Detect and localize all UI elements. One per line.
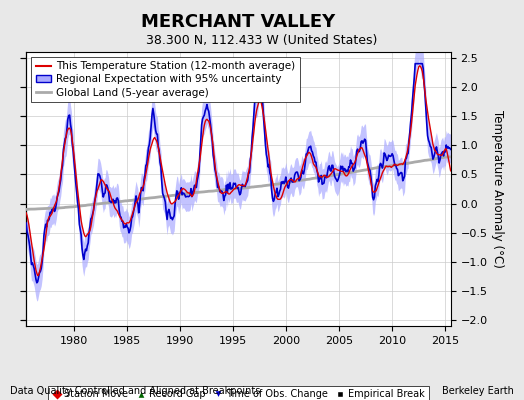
Text: Berkeley Earth: Berkeley Earth bbox=[442, 386, 514, 396]
Legend: Station Move, Record Gap, Time of Obs. Change, Empirical Break: Station Move, Record Gap, Time of Obs. C… bbox=[48, 386, 429, 400]
Title: MERCHANT VALLEY: MERCHANT VALLEY bbox=[141, 13, 335, 31]
Text: Data Quality Controlled and Aligned at Breakpoints: Data Quality Controlled and Aligned at B… bbox=[10, 386, 261, 396]
Text: 38.300 N, 112.433 W (United States): 38.300 N, 112.433 W (United States) bbox=[146, 34, 378, 46]
Y-axis label: Temperature Anomaly (°C): Temperature Anomaly (°C) bbox=[491, 110, 504, 268]
